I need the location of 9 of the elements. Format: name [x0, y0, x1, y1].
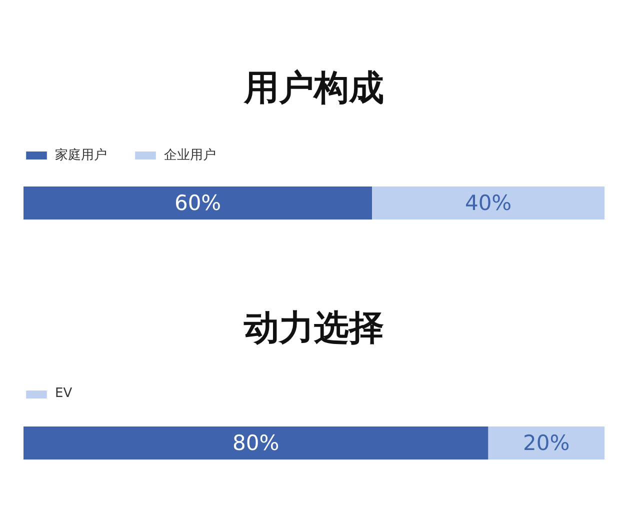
chart-title: 用户构成 [243, 68, 384, 108]
data-label: 80% [232, 431, 280, 455]
legend-label: EV [55, 386, 74, 401]
legend-label: 家庭用户 [55, 147, 107, 164]
data-label: 60% [174, 191, 222, 215]
legend-label: 企业用户 [164, 147, 216, 164]
chart-title: 动力选择 [243, 308, 384, 348]
data-label: 20% [523, 431, 570, 455]
data-label: 40% [464, 191, 512, 215]
